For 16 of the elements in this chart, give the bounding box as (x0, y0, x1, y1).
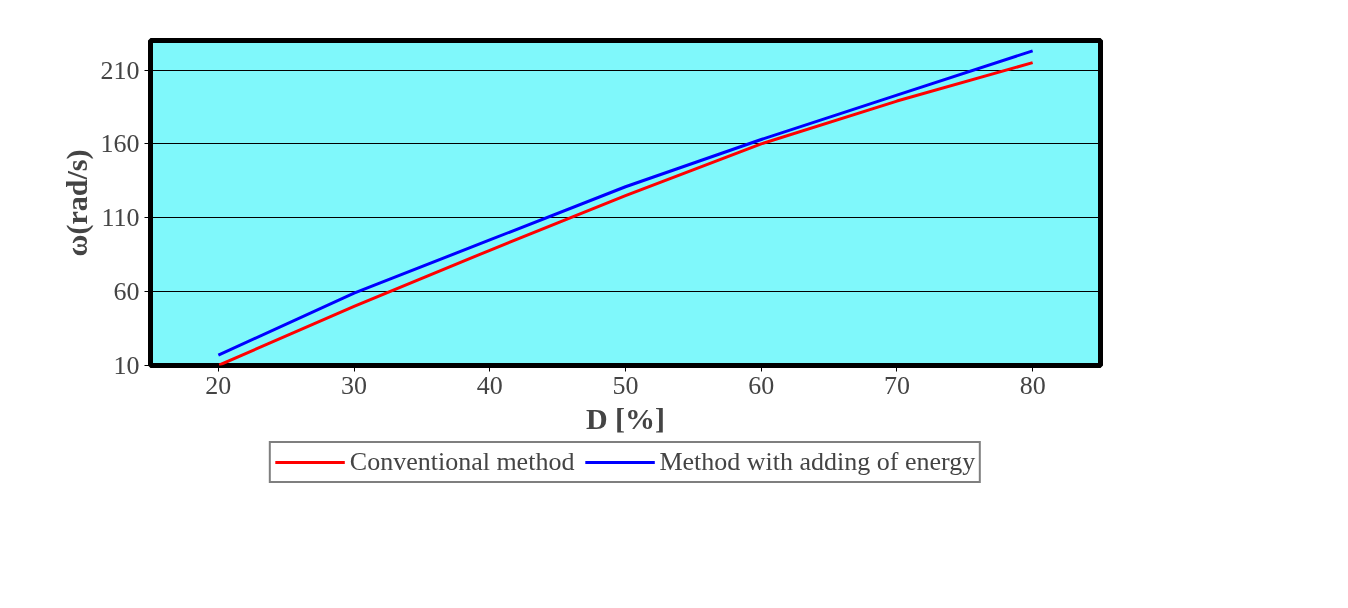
x-tick-label: 60 (748, 370, 775, 400)
x-tick-label: 20 (205, 370, 232, 400)
x-axis-title: D [%] (585, 401, 666, 435)
y-axis-title: ω(rad/s) (59, 149, 94, 257)
x-tick-label: 40 (476, 370, 503, 400)
x-tick-label: 80 (1019, 370, 1046, 400)
x-tick-label: 50 (612, 370, 639, 400)
y-tick-label: 110 (101, 203, 140, 233)
y-tick-label: 60 (113, 277, 140, 307)
y-tick-label: 160 (100, 129, 140, 159)
legend-label: Conventional method (349, 447, 575, 477)
y-tick-label: 10 (113, 351, 140, 380)
y-tick-label: 210 (100, 55, 140, 85)
legend-label: Method with adding of energy (659, 447, 976, 477)
x-tick-label: 70 (883, 370, 910, 400)
x-tick-label: 30 (341, 370, 368, 400)
